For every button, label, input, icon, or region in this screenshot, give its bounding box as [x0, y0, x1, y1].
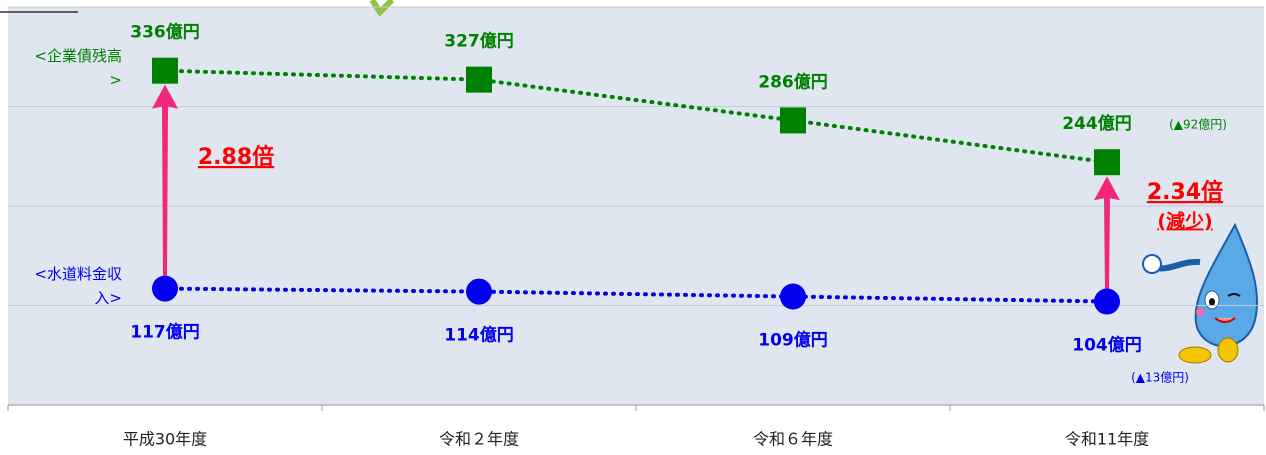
data-label: 117億円: [130, 322, 200, 343]
data-label: 109億円: [758, 330, 828, 351]
annotation: 2.88倍: [198, 144, 274, 170]
series-line: [163, 286, 1109, 304]
marker: [466, 66, 492, 93]
legend-entry: <企業債残高>: [34, 46, 122, 89]
marker: [466, 278, 492, 305]
data-label: 104億円: [1072, 335, 1142, 356]
x-tick-label: 平成30年度: [123, 430, 207, 449]
annotation: (減少): [1157, 210, 1212, 233]
x-tick-label: 令和６年度: [753, 430, 833, 449]
decoration: [369, 0, 395, 17]
marker: [152, 275, 178, 302]
marker: [1094, 288, 1120, 315]
arrow: [1094, 176, 1120, 292]
series-line: [163, 68, 1109, 165]
x-tick-label: 令和２年度: [439, 430, 519, 449]
marker: [1094, 149, 1120, 176]
data-label: 336億円: [130, 22, 200, 43]
data-label: 114億円: [444, 325, 514, 346]
data-label: 327億円: [444, 31, 514, 52]
annotation: 2.34倍: [1147, 179, 1223, 205]
marker: [780, 283, 806, 310]
data-label: 286億円: [758, 71, 828, 92]
x-tick-label: 令和11年度: [1065, 430, 1149, 449]
legend-entry: <水道料金収入>: [34, 264, 122, 307]
arrow: [152, 84, 178, 279]
annotation: (▲92億円): [1169, 118, 1227, 132]
data-label: 244億円: [1062, 113, 1132, 134]
marker: [780, 107, 806, 134]
mascot: [1142, 222, 1259, 364]
annotation: (▲13億円): [1131, 371, 1189, 385]
marker: [152, 57, 178, 84]
